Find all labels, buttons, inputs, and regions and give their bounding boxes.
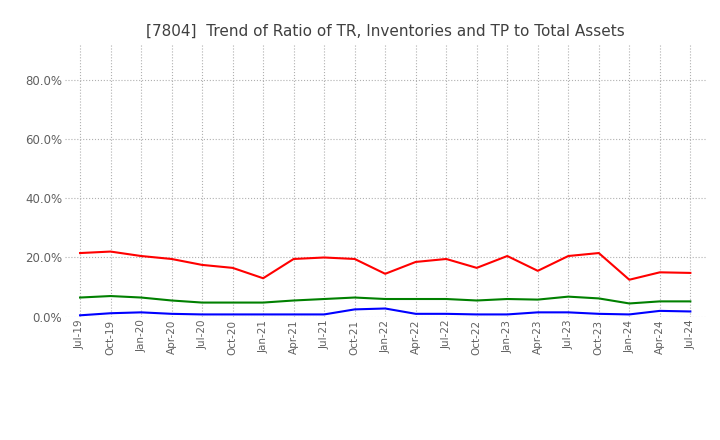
Trade Payables xyxy=(351,295,359,300)
Trade Receivables xyxy=(289,257,298,262)
Inventories xyxy=(686,309,695,314)
Trade Payables xyxy=(107,293,115,299)
Inventories xyxy=(228,312,237,317)
Trade Payables xyxy=(320,297,328,302)
Line: Inventories: Inventories xyxy=(80,308,690,315)
Inventories xyxy=(76,313,84,318)
Inventories xyxy=(503,312,512,317)
Inventories xyxy=(381,306,390,311)
Trade Payables xyxy=(411,297,420,302)
Inventories xyxy=(167,311,176,316)
Trade Receivables xyxy=(137,253,145,259)
Trade Receivables xyxy=(472,265,481,271)
Trade Receivables xyxy=(198,262,207,268)
Inventories xyxy=(534,310,542,315)
Inventories xyxy=(625,312,634,317)
Trade Payables xyxy=(442,297,451,302)
Trade Receivables xyxy=(503,253,512,259)
Trade Receivables xyxy=(167,257,176,262)
Trade Receivables xyxy=(655,270,664,275)
Trade Receivables xyxy=(107,249,115,254)
Trade Receivables xyxy=(411,259,420,264)
Trade Payables xyxy=(228,300,237,305)
Trade Payables xyxy=(137,295,145,300)
Trade Payables xyxy=(289,298,298,303)
Trade Payables xyxy=(198,300,207,305)
Trade Receivables xyxy=(351,257,359,262)
Trade Payables xyxy=(595,296,603,301)
Trade Payables xyxy=(534,297,542,302)
Trade Receivables xyxy=(534,268,542,274)
Trade Payables xyxy=(472,298,481,303)
Line: Trade Payables: Trade Payables xyxy=(80,296,690,304)
Trade Payables xyxy=(564,294,572,299)
Trade Payables xyxy=(503,297,512,302)
Trade Receivables xyxy=(381,271,390,276)
Inventories xyxy=(289,312,298,317)
Inventories xyxy=(564,310,572,315)
Trade Receivables xyxy=(595,250,603,256)
Inventories xyxy=(655,308,664,314)
Trade Receivables xyxy=(228,265,237,271)
Trade Payables xyxy=(625,301,634,306)
Trade Receivables xyxy=(258,275,267,281)
Inventories xyxy=(107,311,115,316)
Trade Payables xyxy=(686,299,695,304)
Trade Payables xyxy=(167,298,176,303)
Inventories xyxy=(137,310,145,315)
Trade Receivables xyxy=(442,257,451,262)
Trade Receivables xyxy=(564,253,572,259)
Inventories xyxy=(351,307,359,312)
Line: Trade Receivables: Trade Receivables xyxy=(80,252,690,280)
Trade Receivables xyxy=(76,250,84,256)
Inventories xyxy=(320,312,328,317)
Inventories xyxy=(258,312,267,317)
Trade Payables xyxy=(381,297,390,302)
Trade Receivables xyxy=(320,255,328,260)
Trade Receivables xyxy=(625,277,634,282)
Title: [7804]  Trend of Ratio of TR, Inventories and TP to Total Assets: [7804] Trend of Ratio of TR, Inventories… xyxy=(146,24,624,39)
Inventories xyxy=(595,311,603,316)
Inventories xyxy=(442,311,451,316)
Inventories xyxy=(198,312,207,317)
Trade Receivables xyxy=(686,270,695,275)
Trade Payables xyxy=(655,299,664,304)
Inventories xyxy=(411,311,420,316)
Inventories xyxy=(472,312,481,317)
Trade Payables xyxy=(258,300,267,305)
Trade Payables xyxy=(76,295,84,300)
